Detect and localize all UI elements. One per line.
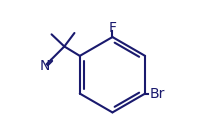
Text: Br: Br: [149, 87, 165, 101]
Text: F: F: [109, 21, 116, 35]
Text: N: N: [40, 59, 50, 73]
